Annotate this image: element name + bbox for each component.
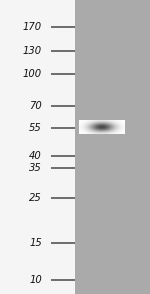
Text: 15: 15 xyxy=(29,238,42,248)
Text: 40: 40 xyxy=(29,151,42,161)
Text: 170: 170 xyxy=(23,22,42,32)
Bar xyxy=(75,0,150,294)
Text: 35: 35 xyxy=(29,163,42,173)
Text: 100: 100 xyxy=(23,69,42,79)
Text: 10: 10 xyxy=(29,275,42,285)
Text: 25: 25 xyxy=(29,193,42,203)
Text: 130: 130 xyxy=(23,46,42,56)
Text: 55: 55 xyxy=(29,123,42,133)
Text: 70: 70 xyxy=(29,101,42,111)
